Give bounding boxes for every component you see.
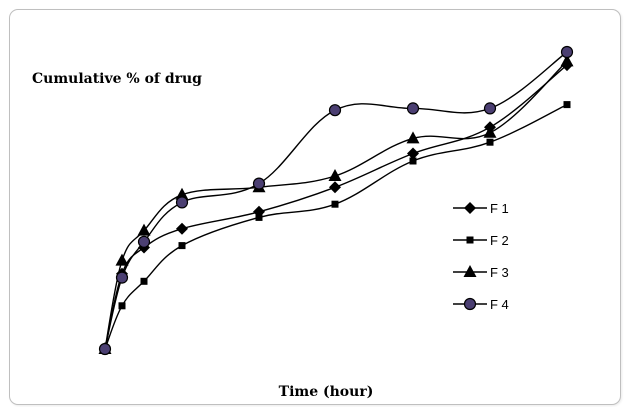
data-point-f4-0	[98, 342, 112, 356]
legend-item-f3: F 3	[453, 265, 509, 280]
data-point-f2-6	[409, 157, 417, 165]
legend-item-f1: F 1	[453, 201, 509, 216]
y-axis-label: Cumulative % of drug	[32, 71, 202, 87]
legend-label-f1: F 1	[490, 201, 509, 216]
legend-marker-f1	[464, 202, 476, 214]
legend: F 1 F 2 F 3 F 4	[453, 201, 509, 312]
data-point-f2-2	[140, 277, 148, 285]
data-point-f1-3	[176, 222, 188, 235]
data-point-f4-8	[560, 45, 574, 59]
legend-item-f4: F 4	[453, 297, 509, 312]
legend-marker-f2	[466, 236, 474, 244]
legend-marker-f4	[463, 297, 477, 311]
series-f2	[101, 101, 571, 353]
data-point-f2-1	[118, 302, 126, 310]
series-layer	[98, 45, 574, 356]
data-point-f2-4	[255, 213, 263, 221]
legend-label-f4: F 4	[490, 297, 509, 312]
data-point-f3-7	[483, 125, 497, 138]
data-point-f3-6	[406, 131, 420, 144]
data-point-f3-3	[175, 187, 189, 200]
legend-marker-f3	[463, 265, 477, 277]
data-point-f4-3	[175, 196, 189, 209]
series-line-f1	[104, 64, 568, 350]
data-point-f3-8	[560, 54, 574, 67]
data-point-f2-3	[178, 242, 186, 250]
legend-item-f2: F 2	[453, 233, 509, 248]
data-point-f4-4	[252, 177, 266, 190]
data-point-f2-8	[563, 101, 571, 109]
data-point-f4-2	[137, 235, 151, 248]
line-chart: Cumulative % of drug Time (hour) F 1F 2F…	[32, 45, 574, 400]
data-point-f4-6	[406, 102, 420, 115]
data-point-f4-7	[483, 102, 497, 115]
data-point-f4-1	[115, 271, 129, 284]
legend-label-f3: F 3	[490, 265, 509, 280]
data-point-f3-5	[328, 169, 342, 181]
x-axis-label: Time (hour)	[279, 384, 374, 400]
legend-label-f2: F 2	[490, 233, 509, 248]
data-point-f2-5	[331, 200, 339, 208]
series-f4	[98, 45, 574, 356]
data-point-f4-5	[328, 104, 342, 117]
data-point-f1-5	[329, 181, 341, 194]
series-line-f3	[104, 60, 568, 350]
series-line-f4	[104, 51, 568, 350]
data-point-f3-1	[115, 253, 129, 266]
series-line-f2	[104, 103, 568, 350]
data-point-f2-7	[486, 138, 494, 146]
data-point-f1-6	[407, 147, 419, 160]
data-point-f3-2	[137, 223, 151, 236]
